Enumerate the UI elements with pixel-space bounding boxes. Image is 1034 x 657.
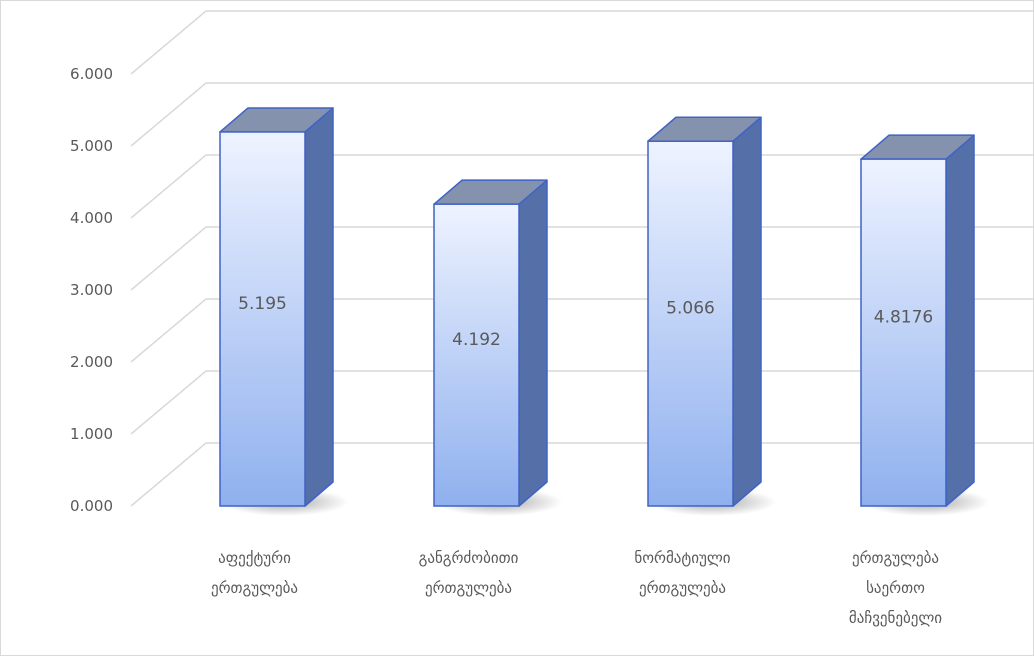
gridline <box>130 82 1034 147</box>
bar-front <box>860 158 947 507</box>
category-label-line: ერთგულება <box>425 579 512 597</box>
bar-side <box>732 116 762 507</box>
data-label: 5.066 <box>666 299 715 319</box>
category-label: აფექტური ერთგულება <box>211 549 298 597</box>
category-label-line: ერთგულება <box>211 579 298 597</box>
y-tick-label: 0.000 <box>70 497 113 515</box>
category-label-line: აფექტური <box>218 549 291 567</box>
category-label-line: საერთო <box>866 579 925 597</box>
y-tick-label: 5.000 <box>70 137 113 155</box>
category-label: განგრძობითი ერთგულება <box>419 549 519 597</box>
category-label-line: ნორმატიული <box>634 549 730 567</box>
bar-side <box>304 107 334 507</box>
bar-front <box>647 140 734 507</box>
bar-front <box>219 131 306 507</box>
bar: 4.192 <box>433 179 563 516</box>
bars: 5.195 4.192 5.066 4.8176 <box>219 107 990 516</box>
data-label: 4.8176 <box>874 308 933 328</box>
bar: 5.195 <box>219 107 349 516</box>
category-label-line: განგრძობითი <box>419 549 519 567</box>
category-label-line: ერთგულება <box>639 579 726 597</box>
category-label-line: ერთგულება <box>852 549 939 567</box>
category-label-line: მაჩვენებელი <box>849 609 942 627</box>
bar-side <box>945 134 975 507</box>
gridlines <box>130 10 1034 507</box>
y-axis: 0.000 1.000 2.000 3.000 4.000 5.000 6.000 <box>70 65 113 515</box>
category-label: ერთგულება საერთო მაჩვენებელი <box>849 549 942 627</box>
data-label: 5.195 <box>238 294 287 314</box>
category-label: ნორმატიული ერთგულება <box>634 549 730 597</box>
data-label: 4.192 <box>452 330 501 350</box>
y-tick-label: 3.000 <box>70 281 113 299</box>
bar: 4.8176 <box>860 134 990 516</box>
y-tick-label: 4.000 <box>70 209 113 227</box>
y-tick-label: 1.000 <box>70 425 113 443</box>
y-tick-label: 6.000 <box>70 65 113 83</box>
y-tick-label: 2.000 <box>70 353 113 371</box>
gridline <box>130 10 1034 75</box>
bar-side <box>518 179 548 507</box>
bar: 5.066 <box>647 116 777 516</box>
bar-front <box>433 203 520 507</box>
